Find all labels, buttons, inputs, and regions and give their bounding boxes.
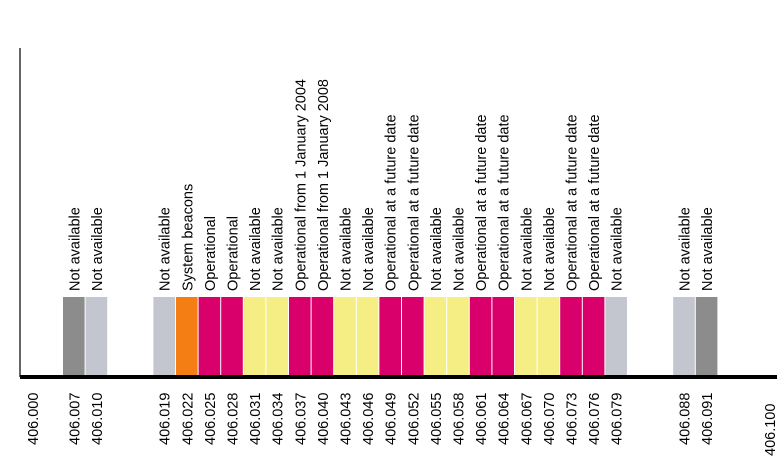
channel-frequency-label: 406.025 bbox=[203, 393, 219, 445]
axis-end-label: 406.100 bbox=[763, 404, 777, 456]
channel-frequency-label: 406.058 bbox=[452, 393, 468, 445]
channel-frequency-label: 406.067 bbox=[519, 393, 535, 445]
channel-status-label: Not available bbox=[519, 207, 535, 291]
channel-status-label: Not available bbox=[67, 207, 83, 291]
channel-status-label: System beacons bbox=[180, 184, 196, 291]
channel-bar bbox=[560, 297, 582, 375]
channel-frequency-label: 406.079 bbox=[610, 393, 626, 445]
channel-bar bbox=[447, 297, 469, 375]
channel-frequency-label: 406.040 bbox=[316, 393, 332, 445]
channel-status-label: Not available bbox=[542, 207, 558, 291]
channel-status-label: Not available bbox=[158, 207, 174, 291]
channel-status-label: Operational bbox=[203, 216, 219, 291]
channel-bar bbox=[673, 297, 695, 375]
channel-bar bbox=[695, 297, 718, 375]
channel-bar bbox=[402, 297, 424, 375]
channel-status-label: Not available bbox=[271, 207, 287, 291]
channel-frequency-label: 406.070 bbox=[542, 393, 558, 445]
channel-status-label: Operational from 1 January 2004 bbox=[293, 79, 309, 291]
channel-status-label: Not available bbox=[90, 207, 106, 291]
channel-bar bbox=[424, 297, 447, 375]
channel-bar bbox=[311, 297, 334, 375]
channel-bar bbox=[63, 297, 85, 375]
channel-frequency-label: 406.091 bbox=[700, 393, 716, 445]
channel-status-label: Operational at a future date bbox=[384, 114, 400, 291]
channel-status-label: Not available bbox=[700, 207, 716, 291]
channel-bar bbox=[515, 297, 537, 375]
channel-frequency-label: 406.088 bbox=[678, 393, 694, 445]
channel-status-label: Operational bbox=[226, 216, 242, 291]
channel-status-label: Not available bbox=[610, 207, 626, 291]
channel-frequency-label: 406.073 bbox=[565, 393, 581, 445]
channel-status-label: Not available bbox=[452, 207, 468, 291]
channel-bar bbox=[605, 297, 627, 375]
channel-bar bbox=[289, 297, 311, 375]
channel-frequency-label: 406.034 bbox=[271, 393, 287, 445]
channel-bar bbox=[153, 297, 175, 375]
channel-status-label: Not available bbox=[248, 207, 264, 291]
channel-frequency-label: 406.049 bbox=[384, 393, 400, 445]
channel-frequency-label: 406.064 bbox=[497, 393, 513, 445]
channel-frequency-label: 406.052 bbox=[406, 393, 422, 445]
channel-status-label: Operational at a future date bbox=[565, 114, 581, 291]
channel-status-label: Operational from 1 January 2008 bbox=[316, 79, 332, 291]
channel-bar bbox=[243, 297, 266, 375]
axis-start-label: 406.000 bbox=[26, 393, 42, 445]
channel-bar bbox=[85, 297, 108, 375]
channel-frequency-label: 406.031 bbox=[248, 393, 264, 445]
channel-bar bbox=[198, 297, 221, 375]
channel-frequency-label: 406.022 bbox=[180, 393, 196, 445]
channel-bar bbox=[469, 297, 492, 375]
channel-status-label: Operational at a future date bbox=[497, 114, 513, 291]
channel-status-label: Operational at a future date bbox=[587, 114, 603, 291]
channel-bar bbox=[492, 297, 514, 375]
channel-frequency-label: 406.028 bbox=[226, 393, 242, 445]
channel-status-label: Operational at a future date bbox=[406, 114, 422, 291]
channel-bar bbox=[582, 297, 605, 375]
channel-frequency-label: 406.076 bbox=[587, 393, 603, 445]
channel-status-label: Not available bbox=[361, 207, 377, 291]
channel-status-label: Operational at a future date bbox=[474, 114, 490, 291]
channel-bar bbox=[176, 297, 198, 375]
channel-bar bbox=[221, 297, 243, 375]
channel-status-label: Not available bbox=[678, 207, 694, 291]
channel-frequency-label: 406.007 bbox=[67, 393, 83, 445]
channel-frequency-label: 406.061 bbox=[474, 393, 490, 445]
channel-frequency-label: 406.046 bbox=[361, 393, 377, 445]
channel-bar bbox=[379, 297, 401, 375]
channel-status-label: Not available bbox=[339, 207, 355, 291]
channel-frequency-label: 406.010 bbox=[90, 393, 106, 445]
channel-frequency-label: 406.037 bbox=[293, 393, 309, 445]
horizontal-axis bbox=[20, 375, 777, 379]
channel-frequency-label: 406.055 bbox=[429, 393, 445, 445]
channel-bar bbox=[266, 297, 288, 375]
channel-bar bbox=[356, 297, 379, 375]
channel-frequency-label: 406.019 bbox=[158, 393, 174, 445]
channel-status-label: Not available bbox=[429, 207, 445, 291]
channel-bar bbox=[334, 297, 356, 375]
channel-frequency-label: 406.043 bbox=[339, 393, 355, 445]
channel-bar bbox=[537, 297, 560, 375]
